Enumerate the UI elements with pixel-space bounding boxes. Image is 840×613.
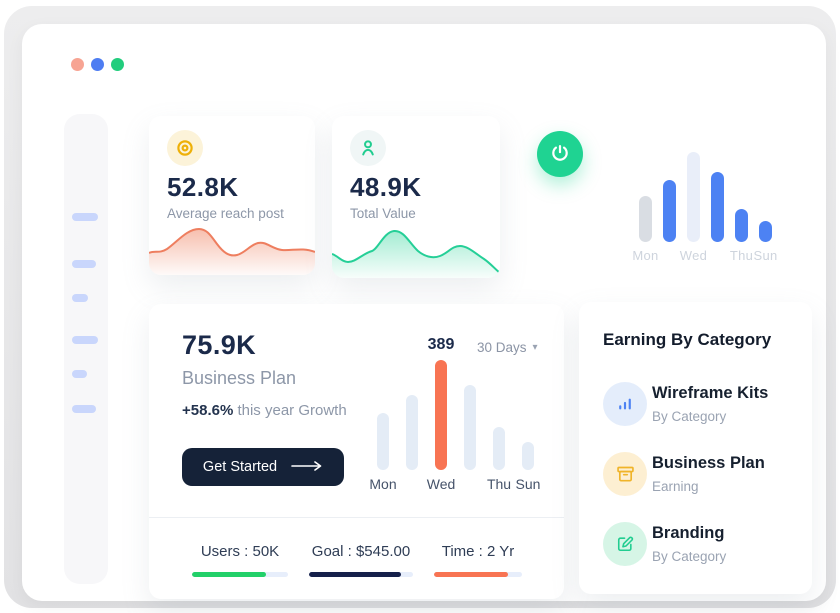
bar-column: Thu [730, 152, 753, 263]
metric-label: Goal : $545.00 [311, 543, 411, 560]
maximize-window-dot[interactable] [111, 58, 124, 71]
earning-item-title: Branding [652, 524, 725, 542]
growth-value: +58.6% [182, 402, 234, 419]
progress-fill [192, 572, 266, 577]
bar [711, 172, 724, 242]
earning-item-wireframe-kits[interactable]: Wireframe Kits By Category [603, 382, 800, 432]
area-sparkline-green [332, 230, 500, 278]
earning-by-category-card: Earning By Category Wireframe Kits By Ca… [579, 302, 812, 594]
sidebar-item[interactable] [72, 336, 98, 344]
close-window-dot[interactable] [71, 58, 84, 71]
power-button[interactable] [537, 131, 583, 177]
weekly-bar-chart: Mon Wed Thu Sun [632, 152, 777, 263]
power-icon [549, 142, 571, 167]
growth-caption: this year Growth [233, 402, 347, 419]
bar [759, 221, 772, 242]
stat-label: Total Value [350, 206, 416, 221]
edit-icon [603, 522, 647, 566]
business-plan-bar-chart: Mon Wed Thu Sun [369, 360, 540, 492]
stat-card-total-value: 48.9K Total Value [332, 116, 500, 278]
bar [639, 196, 652, 242]
archive-box-icon [603, 452, 647, 496]
bar-column: Mon [632, 152, 658, 263]
bar-label: Sun [515, 476, 541, 492]
minimize-window-dot[interactable] [91, 58, 104, 71]
progress-fill [434, 572, 508, 577]
sidebar [64, 114, 108, 584]
get-started-label: Get Started [202, 459, 278, 475]
earning-item-branding[interactable]: Branding By Category [603, 522, 800, 572]
metric-goal: Goal : $545.00 [309, 543, 413, 599]
bar-label: Mon [369, 476, 397, 492]
bar [522, 442, 534, 470]
window-controls [71, 58, 124, 71]
bar [663, 180, 676, 242]
metric-label: Time : 2 Yr [441, 543, 515, 560]
sidebar-item[interactable] [72, 370, 87, 378]
main-value: 75.9K [182, 330, 257, 360]
earning-item-subtitle: By Category [652, 409, 727, 424]
metric-users: Users : 50K [192, 543, 288, 599]
chevron-down-icon: ▾ [532, 342, 538, 353]
metrics-row: Users : 50K Goal : $545.00 Time : 2 Yr [149, 517, 564, 599]
stat-value: 52.8K [167, 172, 239, 202]
earning-item-title: Wireframe Kits [652, 384, 769, 402]
progress-track [192, 572, 288, 577]
sidebar-item[interactable] [72, 260, 96, 268]
bar [377, 413, 389, 470]
metric-label: Users : 50K [200, 543, 280, 560]
target-icon [167, 130, 203, 166]
date-range-label: 30 Days [477, 340, 527, 355]
earning-item-subtitle: By Category [652, 549, 727, 564]
progress-track [434, 572, 522, 577]
bar [735, 209, 748, 242]
bar-label: Thu [729, 248, 754, 263]
progress-track [309, 572, 413, 577]
arrow-right-icon [291, 459, 323, 475]
bar [493, 427, 505, 470]
bar-label: Wed [426, 476, 456, 492]
bar-chart-icon [603, 382, 647, 426]
bar-column: Thu [487, 360, 511, 492]
earning-item-subtitle: Earning [652, 479, 699, 494]
sidebar-item[interactable] [72, 294, 88, 302]
device-frame: 52.8K Average reach post [4, 6, 836, 608]
bar-column: Mon [369, 360, 397, 492]
bar-column: Wed [427, 360, 455, 492]
stat-value: 48.9K [350, 172, 422, 202]
bar-label: Mon [632, 248, 659, 263]
bar [435, 360, 447, 470]
earning-card-title: Earning By Category [603, 330, 772, 349]
bar [687, 152, 700, 242]
sidebar-item[interactable] [72, 213, 98, 221]
metric-time: Time : 2 Yr [434, 543, 522, 599]
sidebar-item[interactable] [72, 405, 96, 413]
bar-column [464, 360, 476, 470]
bar-column: Wed [680, 152, 707, 263]
area-sparkline-orange [149, 227, 315, 275]
business-plan-card: 75.9K Business Plan +58.6% this year Gro… [149, 304, 564, 599]
bar-column: Sun [753, 152, 777, 263]
bar-column [406, 360, 418, 470]
bar [406, 395, 418, 470]
get-started-button[interactable]: Get Started [182, 448, 344, 486]
stat-label: Average reach post [167, 206, 284, 221]
bar-label: Sun [753, 248, 778, 263]
earning-item-title: Business Plan [652, 454, 765, 472]
app-window: 52.8K Average reach post [22, 24, 826, 601]
bar-column [663, 152, 676, 242]
growth-text: +58.6% this year Growth [182, 402, 347, 419]
earning-item-business-plan[interactable]: Business Plan Earning [603, 452, 800, 502]
main-subtitle: Business Plan [182, 368, 297, 388]
bar-column: Sun [516, 360, 540, 492]
stat-card-average-reach: 52.8K Average reach post [149, 116, 315, 275]
date-range-dropdown[interactable]: 30 Days ▾ [477, 340, 538, 355]
bar-column [711, 152, 724, 242]
person-icon [350, 130, 386, 166]
bar-label: Wed [679, 248, 708, 263]
bar [464, 385, 476, 470]
highlighted-bar-value: 389 [427, 336, 455, 353]
progress-fill [309, 572, 401, 577]
bar-label: Thu [486, 476, 512, 492]
